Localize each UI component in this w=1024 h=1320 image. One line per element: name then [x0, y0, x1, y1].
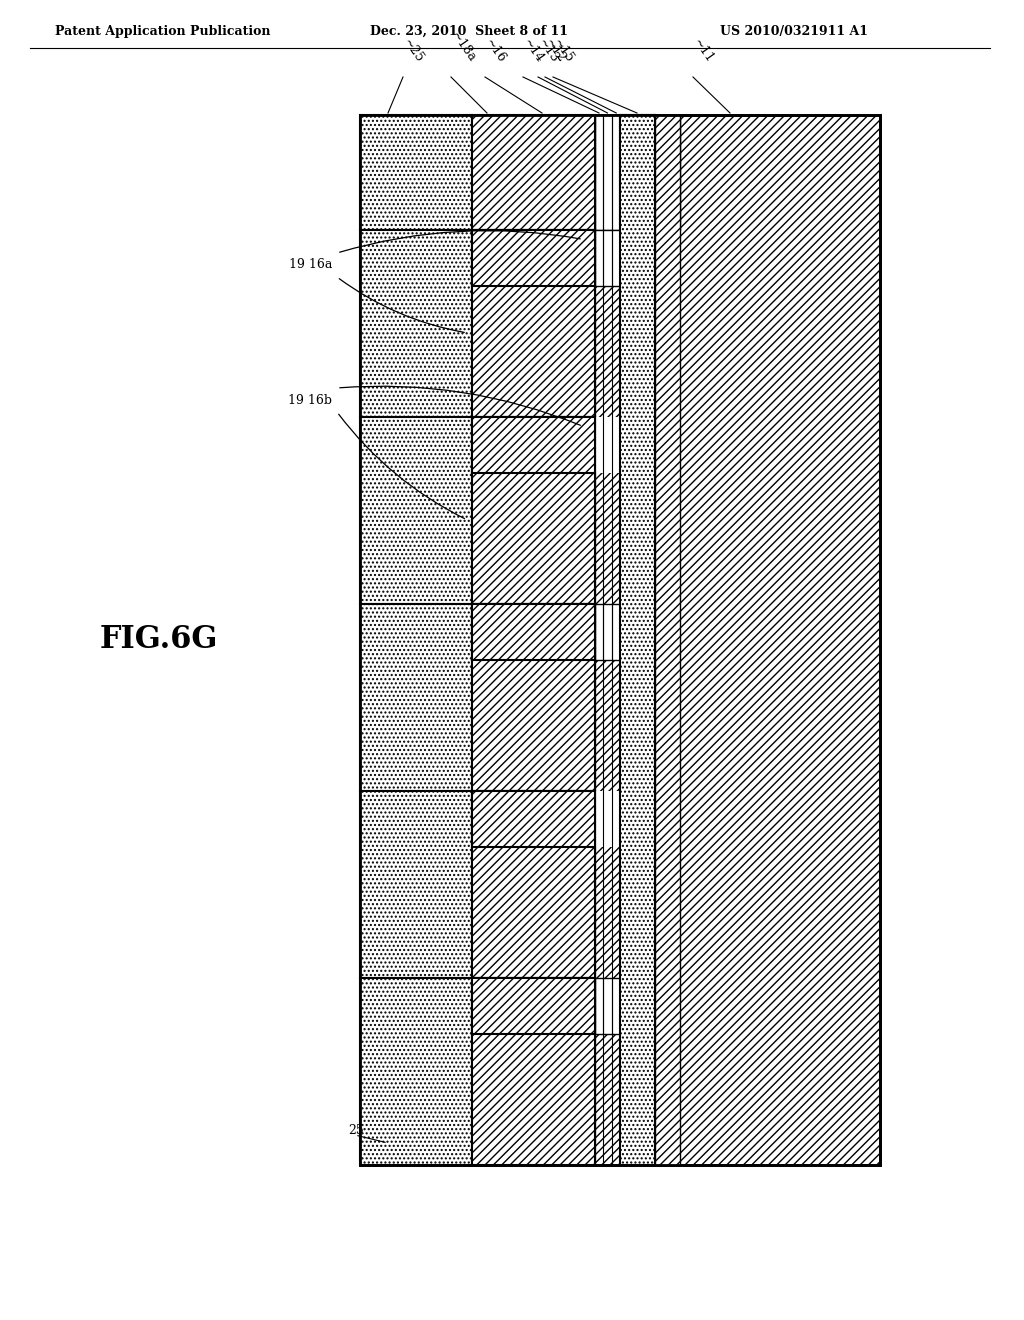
Bar [360, 115, 880, 1166]
Bar [620, 115, 655, 230]
Bar [595, 791, 620, 847]
Text: ∼16: ∼16 [482, 36, 508, 65]
Text: 25: 25 [348, 1123, 364, 1137]
Bar [472, 417, 595, 473]
Bar [360, 791, 472, 978]
Bar [360, 230, 472, 417]
Bar [655, 115, 680, 230]
Bar [472, 605, 595, 660]
Bar [472, 417, 595, 605]
Bar [655, 115, 680, 1166]
Bar [595, 417, 620, 473]
Text: ∼25: ∼25 [400, 36, 426, 65]
Text: FIG.6G: FIG.6G [100, 624, 218, 656]
Text: ∼18a: ∼18a [449, 29, 478, 65]
Bar [595, 978, 620, 1034]
Bar [472, 791, 595, 847]
Text: ∼13: ∼13 [535, 36, 561, 65]
Text: Patent Application Publication: Patent Application Publication [55, 25, 270, 38]
Bar [360, 115, 472, 230]
Bar [472, 978, 595, 1166]
Text: 19 16b: 19 16b [288, 393, 332, 407]
Text: 19 16a: 19 16a [289, 259, 332, 272]
Bar [360, 417, 472, 605]
Bar [360, 978, 472, 1166]
Bar [472, 230, 595, 286]
Bar [472, 605, 595, 791]
Bar [595, 230, 620, 286]
Text: ∼14: ∼14 [520, 36, 546, 65]
Bar [360, 605, 472, 791]
Text: US 2010/0321911 A1: US 2010/0321911 A1 [720, 25, 868, 38]
Bar [472, 791, 595, 978]
Bar [620, 115, 655, 1166]
Bar [472, 115, 595, 230]
Bar [595, 605, 620, 660]
Bar [472, 978, 595, 1034]
Text: ∼11: ∼11 [690, 36, 716, 65]
Text: Dec. 23, 2010  Sheet 8 of 11: Dec. 23, 2010 Sheet 8 of 11 [370, 25, 568, 38]
Bar [472, 230, 595, 417]
Text: ∼15: ∼15 [550, 36, 575, 65]
Bar [595, 115, 620, 230]
Text: ∼12: ∼12 [542, 36, 567, 65]
Bar [360, 115, 880, 1166]
